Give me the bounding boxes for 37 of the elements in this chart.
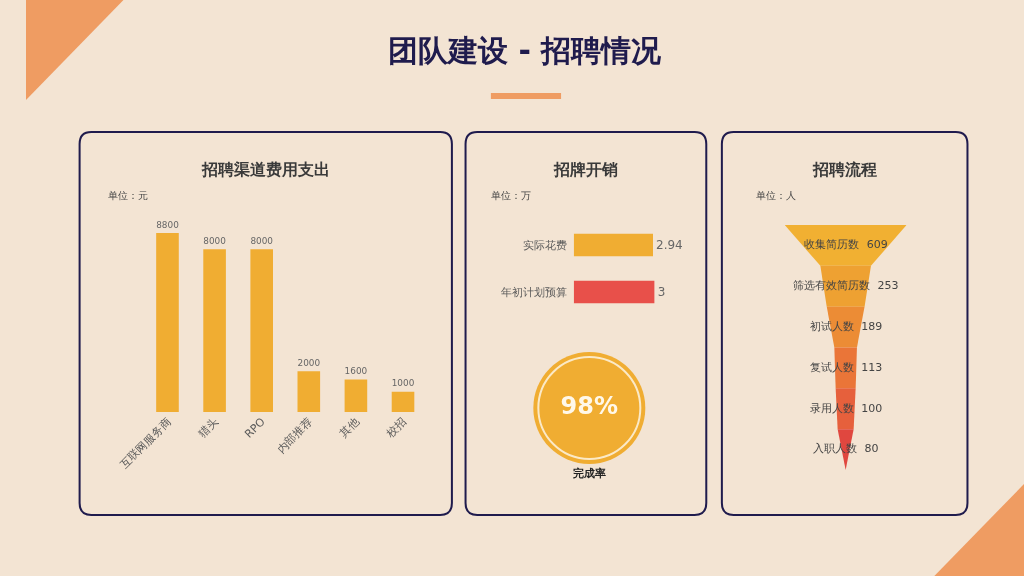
x-tick-label: 其他 xyxy=(337,415,362,441)
data-label: 8800 xyxy=(156,219,180,230)
text: 招聘流程 xyxy=(812,160,877,179)
category-label: 收集简历数 xyxy=(803,238,859,252)
bar xyxy=(391,391,415,412)
data-label: 609 xyxy=(866,238,888,252)
text: 单位：人 xyxy=(756,190,796,201)
y-tick-label: 年初计划预算 xyxy=(500,285,567,299)
data-label: 113 xyxy=(861,360,883,374)
category-label: 完成率 xyxy=(573,467,606,480)
data-label: 100 xyxy=(861,401,883,415)
data-label: 1000 xyxy=(391,378,415,389)
data-label: 1600 xyxy=(344,366,368,377)
data-label: 3 xyxy=(657,285,666,299)
x-tick-label: 猎头 xyxy=(195,415,221,441)
text: 团队建设 - 招聘情况 xyxy=(388,33,663,68)
bar xyxy=(156,233,179,412)
data-label: 189 xyxy=(861,319,883,333)
bar xyxy=(250,249,273,412)
data-label: 2.94 xyxy=(656,238,683,252)
data-label: 80 xyxy=(864,442,879,456)
data-label: 8000 xyxy=(250,236,274,247)
data-label: 8000 xyxy=(203,236,227,247)
data-label: 2000 xyxy=(297,358,321,369)
data-label: 98% xyxy=(560,392,619,420)
y-tick-label: 实际花费 xyxy=(522,238,567,252)
bar xyxy=(203,249,226,412)
bar xyxy=(297,371,321,412)
chart-title: 招牌开销 xyxy=(553,160,618,179)
y-axis-title: 单位：元 xyxy=(108,190,148,201)
x-tick-label: 内部推荐 xyxy=(274,415,315,456)
data-label: 253 xyxy=(877,279,899,292)
chart-title: 招聘渠道费用支出 xyxy=(201,160,330,179)
bar xyxy=(344,379,368,412)
y-axis-title: 单位：万 xyxy=(491,190,531,201)
x-tick-label: 校招 xyxy=(383,415,410,441)
x-tick-label: 互联网服务商 xyxy=(117,415,174,472)
